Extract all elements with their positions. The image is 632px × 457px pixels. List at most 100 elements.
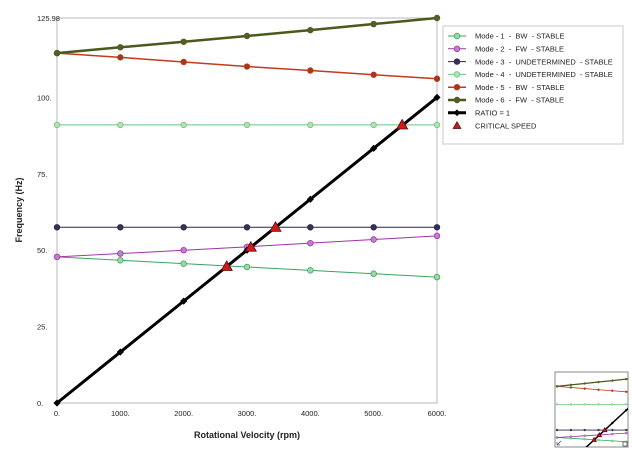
legend-item: Mode - 3 - UNDETERMINED - STABLE [448, 57, 613, 66]
legend-label: RATIO = 1 [475, 109, 510, 118]
data-point [180, 38, 187, 45]
data-point [53, 224, 61, 231]
legend-item: RATIO = 1 [448, 109, 510, 118]
legend-marker [453, 109, 461, 117]
thumbnail-point [624, 390, 628, 393]
thumbnail-critical-point [596, 432, 603, 438]
legend-label: CRITICAL SPEED [475, 121, 537, 130]
thumbnail-point [611, 421, 614, 425]
thumbnail-point [583, 428, 586, 432]
data-point [117, 224, 124, 231]
x-axis-label: Rotational Velocity (rpm) [194, 430, 300, 440]
data-point [433, 93, 441, 101]
thumbnail-critical-point [601, 427, 608, 433]
y-tick-label: 0. [37, 399, 43, 408]
data-point [116, 348, 124, 356]
data-point [53, 49, 61, 57]
legend-item: Mode - 2 - FW - STABLE [448, 45, 564, 54]
series-3 [53, 224, 441, 231]
y-tick-label: 25. [37, 323, 47, 332]
x-tick-label: 6000. [428, 409, 447, 418]
thumbnail-point [624, 409, 628, 412]
critical-speed-point [269, 220, 282, 232]
legend-label: Mode - 1 - BW - STABLE [475, 32, 564, 41]
legend-marker [453, 58, 461, 65]
data-point [370, 270, 377, 277]
data-point [243, 63, 251, 70]
data-point [370, 121, 377, 129]
y-tick-label: 50. [37, 246, 47, 255]
data-point [180, 224, 187, 231]
data-point [117, 121, 124, 129]
critical-speed-point [220, 260, 233, 271]
thumbnail-point [583, 382, 586, 385]
legend-label: Mode - 6 - FW - STABLE [475, 96, 564, 105]
data-point [243, 263, 251, 271]
thumbnail-critical-point [591, 436, 597, 442]
data-point [117, 54, 124, 61]
data-point [180, 121, 187, 129]
thumbnail-point [555, 436, 559, 439]
x-tick-label: 4000. [301, 409, 320, 418]
data-point [243, 121, 251, 129]
data-point [306, 195, 314, 203]
legend-box [442, 25, 624, 145]
x-tick-label: 0. [54, 409, 60, 418]
thumbnail-resize-handle[interactable] [622, 441, 628, 447]
thumbnail-point [597, 438, 600, 442]
tick-labels: 0. 1000. 2000. 3000. 4000. 5000. 6000. 0. 25. 50.… [37, 14, 446, 418]
thumbnail-point [555, 403, 559, 406]
data-point [433, 14, 441, 22]
legend-marker [453, 96, 461, 104]
data-point [370, 224, 377, 231]
series-layer [53, 14, 441, 407]
legend-item: Mode - 1 - BW - STABLE [448, 32, 564, 41]
data-point [307, 239, 314, 247]
legend-marker [452, 120, 462, 129]
series-4 [53, 121, 441, 129]
thumbnail-point [583, 434, 586, 437]
legend-label: Mode - 5 - BW - STABLE [475, 83, 564, 92]
data-point [433, 121, 441, 129]
thumbnail-point [597, 380, 600, 384]
data-point [370, 20, 377, 28]
critical-speed-point [244, 240, 257, 252]
data-point [180, 58, 187, 66]
thumbnail-point [583, 387, 586, 390]
data-point [180, 297, 188, 305]
overview-thumbnail[interactable] [554, 371, 632, 452]
thumbnail-point [597, 428, 600, 432]
legend-marker [453, 83, 461, 91]
thumbnail-point [611, 439, 614, 443]
legend: Mode - 1 - BW - STABLE Mode - 2 - FW - ST… [442, 25, 624, 145]
legend-marker [453, 71, 461, 78]
thumbnail-point [611, 389, 614, 392]
thumbnail-point [624, 428, 628, 432]
y-tick-label: 125.98 [37, 14, 60, 23]
thumbnail-corner-arrow-icon[interactable] [556, 440, 562, 446]
thumbnail-point [569, 386, 573, 389]
y-tick-label: 100. [37, 93, 52, 102]
thumbnail-point [555, 428, 559, 432]
x-tick-label: 1000. [111, 409, 130, 418]
legend-item: CRITICAL SPEED [452, 120, 537, 130]
data-point [243, 224, 251, 231]
thumbnail-point [569, 428, 573, 432]
thumbnail-point [583, 403, 586, 406]
series-1 [53, 253, 441, 281]
thumbnail-point [584, 448, 586, 450]
y-axis-label: Frequency (Hz) [14, 177, 24, 242]
thumbnail-frame [554, 371, 629, 448]
x-tick-label: 5000. [364, 409, 383, 418]
data-point [433, 224, 441, 231]
thumbnail-point [597, 388, 600, 391]
data-point [307, 67, 314, 74]
legend-item: Mode - 6 - FW - STABLE [448, 96, 564, 105]
data-point [117, 44, 124, 51]
legend-label: Mode - 2 - FW - STABLE [475, 45, 564, 54]
y-tick-label: 75. [37, 170, 47, 179]
legend-item: Mode - 5 - BW - STABLE [448, 83, 564, 92]
thumbnail-point [569, 383, 573, 387]
legend-item: Mode - 4 - UNDETERMINED - STABLE [448, 70, 613, 79]
